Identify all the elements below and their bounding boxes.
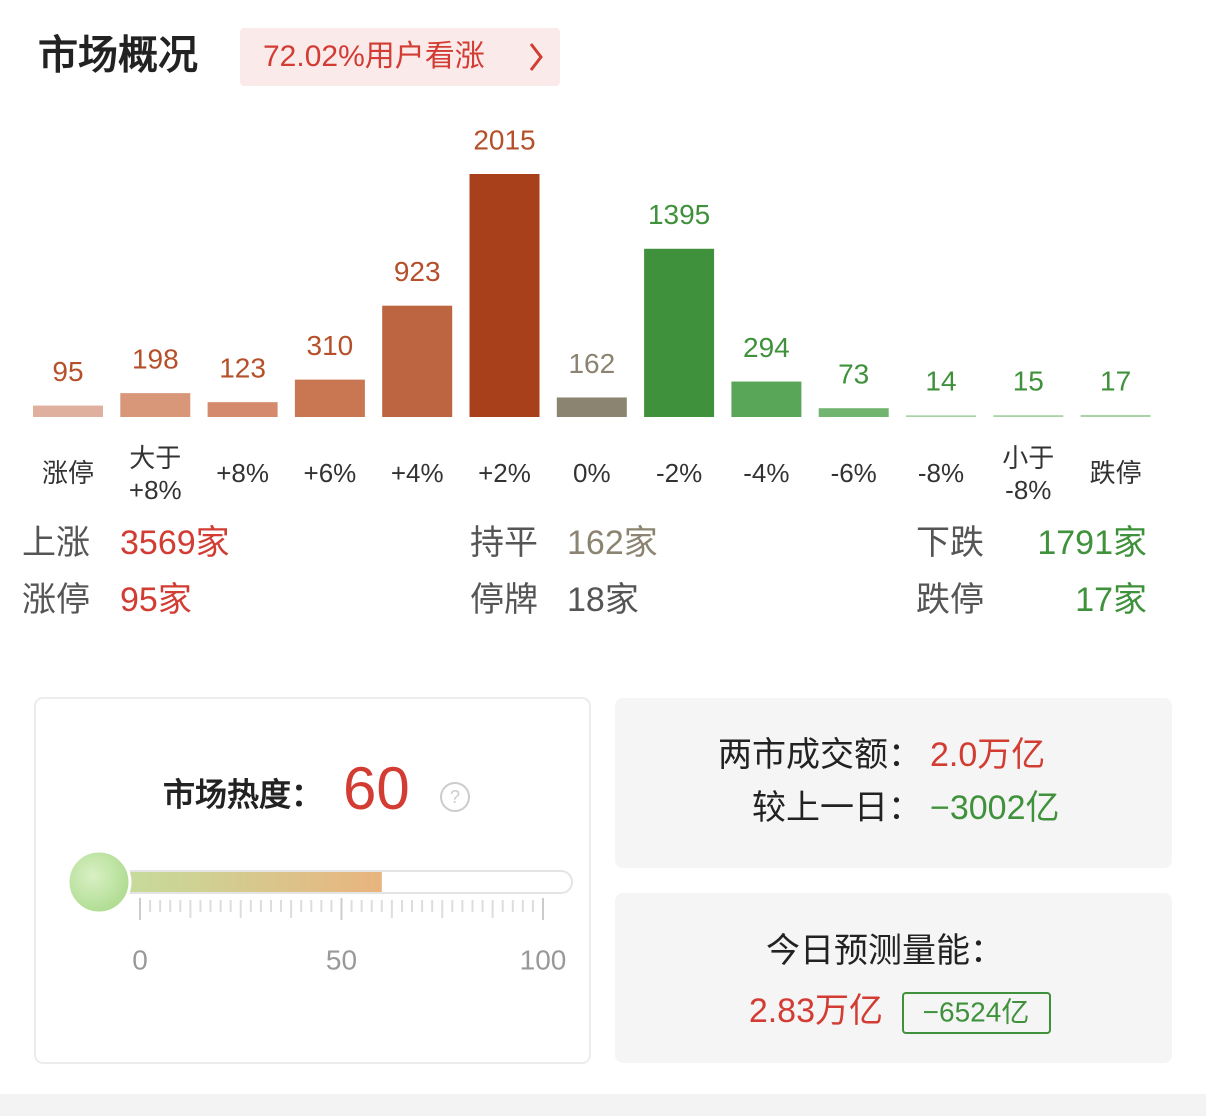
stat-label: 跌停 xyxy=(916,581,984,619)
forecast-card xyxy=(615,893,1172,1063)
stat-label: 涨停 xyxy=(22,581,90,619)
bar xyxy=(818,408,889,417)
category-label: -6% xyxy=(831,458,877,488)
value-label: 1395 xyxy=(648,199,710,230)
stat-label: 上涨 xyxy=(22,524,90,562)
chevron xyxy=(529,43,543,71)
bar xyxy=(993,415,1064,417)
stat-value: 3569家 xyxy=(120,524,230,562)
stat-value: 17家 xyxy=(1075,581,1147,619)
bar xyxy=(731,381,802,417)
category-label: 跌停 xyxy=(1090,458,1142,488)
category-label: 小于-8% xyxy=(1002,443,1054,505)
value-label: 14 xyxy=(925,366,956,397)
bar xyxy=(906,415,976,417)
category-label: 涨停 xyxy=(42,458,94,488)
turnover-card xyxy=(615,698,1172,868)
category-label: 大于+8% xyxy=(129,443,182,505)
bar xyxy=(33,405,103,417)
bar xyxy=(120,393,191,417)
forecast-label: 今日预测量能： xyxy=(766,932,1004,970)
turnover-value: 2.0万亿 xyxy=(930,736,1045,774)
bottom-strip xyxy=(0,1094,1206,1116)
category-label: +8% xyxy=(216,458,269,488)
stat-label: 下跌 xyxy=(916,524,984,562)
value-label: 162 xyxy=(568,348,615,379)
value-label: 310 xyxy=(307,330,354,361)
category-label: +4% xyxy=(391,458,444,488)
change-badge xyxy=(902,992,1051,1034)
heat-knob xyxy=(66,849,132,915)
stat-label: 停牌 xyxy=(470,581,538,619)
bar xyxy=(469,174,540,417)
change-value: −3002亿 xyxy=(930,789,1060,827)
value-label: 923 xyxy=(394,256,441,287)
value-label: 2015 xyxy=(473,124,535,155)
value-label: 73 xyxy=(838,359,869,390)
forecast-value: 2.83万亿 xyxy=(749,992,883,1030)
turnover-label: 两市成交额： xyxy=(718,736,922,774)
bar xyxy=(207,402,278,417)
bar xyxy=(382,305,453,417)
heat-label: 市场热度： xyxy=(163,776,323,812)
category-label: -2% xyxy=(656,458,702,488)
value-label: 294 xyxy=(743,332,790,363)
stat-value: 18家 xyxy=(567,581,639,619)
category-label: 0% xyxy=(573,458,611,488)
category-label: -4% xyxy=(743,458,789,488)
heat-fill xyxy=(80,872,382,892)
help-mark: ? xyxy=(450,787,460,807)
badge-text[interactable]: 72.02%用户看涨 xyxy=(263,40,485,73)
bar xyxy=(294,379,365,417)
gauge-tick-label: 100 xyxy=(520,944,567,975)
value-label: 95 xyxy=(52,356,83,387)
change-label: 较上一日： xyxy=(752,789,922,827)
value-label: 123 xyxy=(219,353,266,384)
bar xyxy=(556,397,627,417)
category-label: +2% xyxy=(478,458,531,488)
category-label: -8% xyxy=(918,458,964,488)
help-icon[interactable] xyxy=(440,782,470,812)
bar xyxy=(644,248,715,417)
heat-value: 60 xyxy=(343,755,410,822)
stat-value: 95家 xyxy=(120,581,192,619)
section-title: 市场概况 xyxy=(38,34,198,78)
gauge-tick-label: 50 xyxy=(326,944,357,975)
category-label: +6% xyxy=(304,458,357,488)
stat-value: 162家 xyxy=(567,524,658,562)
badge-bg[interactable] xyxy=(240,28,560,86)
value-label: 17 xyxy=(1100,365,1131,396)
forecast-change: −6524亿 xyxy=(923,996,1030,1027)
gauge-tick-label: 0 xyxy=(132,944,148,975)
value-label: 198 xyxy=(132,344,179,375)
stat-label: 持平 xyxy=(470,524,538,562)
stat-value: 1791家 xyxy=(1037,524,1147,562)
value-label: 15 xyxy=(1013,366,1044,397)
bar xyxy=(1080,414,1151,417)
